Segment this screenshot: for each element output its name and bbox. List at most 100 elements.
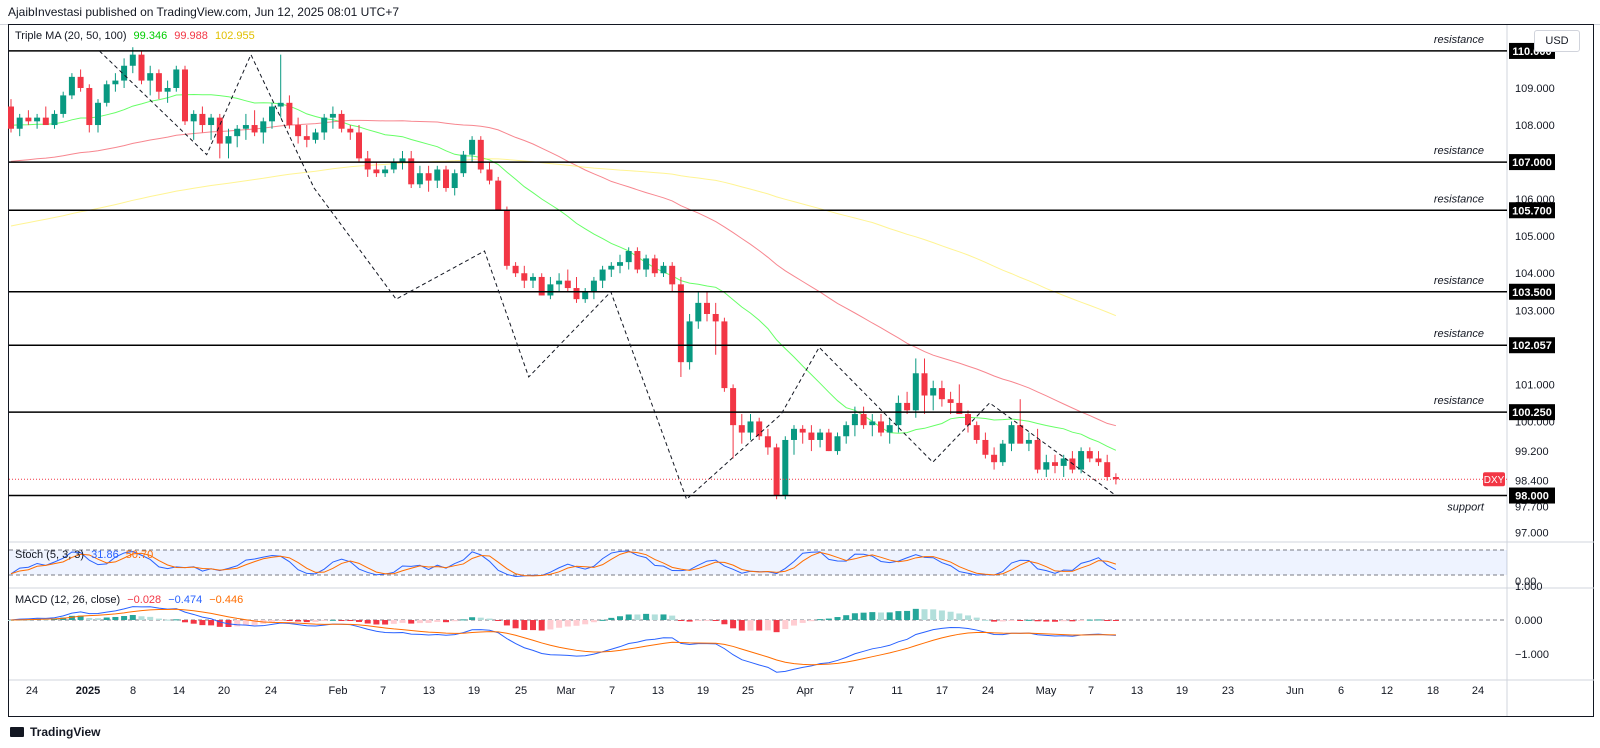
candle-body	[399, 158, 406, 163]
macd-histogram-bar	[564, 620, 571, 627]
macd-histogram-bar	[799, 620, 806, 623]
candle-body	[251, 125, 258, 133]
candle-body	[356, 132, 362, 159]
candle-body	[86, 87, 93, 126]
macd-legend[interactable]: MACD (12, 26, close) −0.028 −0.474 −0.44…	[15, 594, 247, 606]
macd-histogram-bar	[895, 611, 902, 620]
currency-button[interactable]: USD	[1534, 30, 1580, 52]
macd-histogram-bar	[712, 620, 719, 621]
macd-histogram-bar	[1095, 619, 1102, 621]
candle-body	[495, 180, 502, 211]
candle-body	[295, 125, 302, 137]
candle-body	[669, 265, 676, 285]
candle-body	[147, 73, 154, 81]
macd-histogram-bar	[408, 620, 415, 624]
macd-histogram-bar	[347, 620, 354, 621]
candle-body	[930, 388, 937, 396]
macd-histogram-bar	[643, 613, 650, 620]
candle-body	[677, 284, 684, 363]
candle-body	[530, 276, 536, 281]
macd-histogram-bar	[121, 615, 128, 620]
candle-body	[373, 169, 380, 174]
macd-histogram-bar	[590, 620, 597, 623]
candle-body	[886, 425, 893, 433]
macd-histogram-bar	[147, 616, 154, 620]
triple-ma-legend[interactable]: Triple MA (20, 50, 100) 99.346 99.988 10…	[15, 30, 259, 42]
candle-body	[329, 113, 336, 118]
candle-body	[190, 113, 197, 122]
macd-tick-neg1: −1.000	[1515, 649, 1549, 661]
candle-body	[216, 117, 223, 144]
candle-body	[129, 54, 136, 66]
ma20-value: 99.346	[133, 30, 168, 42]
candle-body	[303, 136, 310, 140]
stoch-legend[interactable]: Stoch (5, 3, 3) 31.86 50.70	[15, 549, 157, 561]
tradingview-logo-icon	[10, 727, 24, 737]
macd-histogram-bar	[930, 609, 937, 620]
macd-histogram-bar	[921, 609, 928, 620]
candle-body	[77, 76, 84, 88]
level-price-tag: 105.700	[1512, 205, 1552, 217]
candle-body	[408, 158, 415, 185]
macd-histogram-bar	[599, 619, 606, 621]
candle-body	[747, 421, 754, 433]
macd-histogram-bar	[634, 614, 641, 620]
macd-histogram-bar	[399, 620, 406, 623]
candle-body	[878, 421, 884, 433]
candle-body	[999, 443, 1006, 463]
macd-histogram-bar	[390, 620, 397, 624]
macd-histogram-bar	[312, 620, 319, 622]
macd-histogram-bar	[329, 619, 336, 621]
footer: TradingView	[0, 717, 1600, 748]
candle-body	[208, 117, 215, 126]
macd-histogram-bar	[382, 620, 389, 625]
price-tick-label: 108.000	[1515, 120, 1555, 132]
macd-histogram-bar	[112, 616, 119, 620]
macd-histogram-bar	[1025, 619, 1032, 621]
candle-body	[1052, 462, 1058, 466]
candle-body	[390, 162, 397, 170]
stoch-name: Stoch (5, 3, 3)	[15, 549, 85, 561]
candle-body	[573, 288, 580, 300]
macd-histogram-bar	[356, 620, 362, 622]
macd-histogram-bar	[1104, 620, 1111, 621]
time-tick-label: Jun	[1286, 685, 1304, 697]
candle-body	[1017, 425, 1024, 444]
macd-histogram-bar	[42, 619, 49, 621]
candle-body	[138, 54, 145, 81]
macd-histogram-bar	[208, 620, 215, 626]
candle-body	[834, 436, 841, 452]
time-tick-label: 25	[742, 685, 754, 697]
candle-body	[95, 102, 101, 126]
macd-histogram-bar	[617, 616, 623, 620]
macd-histogram-bar	[68, 615, 75, 620]
candle-body	[443, 169, 449, 189]
level-price-tag-bg	[1509, 202, 1555, 219]
candle-body	[225, 136, 232, 144]
candle-body	[286, 102, 293, 126]
candle-body	[60, 95, 67, 114]
candle-body	[843, 425, 850, 437]
macd-histogram-bar	[1052, 620, 1058, 622]
time-tick-label: 7	[609, 685, 615, 697]
macd-histogram-bar	[1034, 620, 1041, 622]
time-tick-label: 12	[1381, 685, 1393, 697]
macd-histogram-bar	[582, 620, 589, 625]
price-tick-label: 101.000	[1515, 379, 1555, 391]
tradingview-logo[interactable]: TradingView	[10, 725, 100, 739]
macd-name: MACD (12, 26, close)	[15, 594, 121, 606]
macd-histogram-bar	[8, 620, 14, 621]
time-tick-label: 24	[1472, 685, 1484, 697]
candle-body	[364, 158, 371, 170]
macd-histogram-bar	[95, 618, 101, 620]
candle-body	[660, 265, 667, 274]
time-tick-label: 24	[982, 685, 994, 697]
macd-histogram-bar	[521, 620, 528, 630]
time-tick-label: 23	[1222, 685, 1234, 697]
time-tick-label: 7	[848, 685, 854, 697]
candle-body	[895, 402, 902, 426]
time-tick-label: 19	[468, 685, 480, 697]
macd-histogram-bar	[825, 618, 832, 620]
candle-body	[617, 262, 623, 266]
